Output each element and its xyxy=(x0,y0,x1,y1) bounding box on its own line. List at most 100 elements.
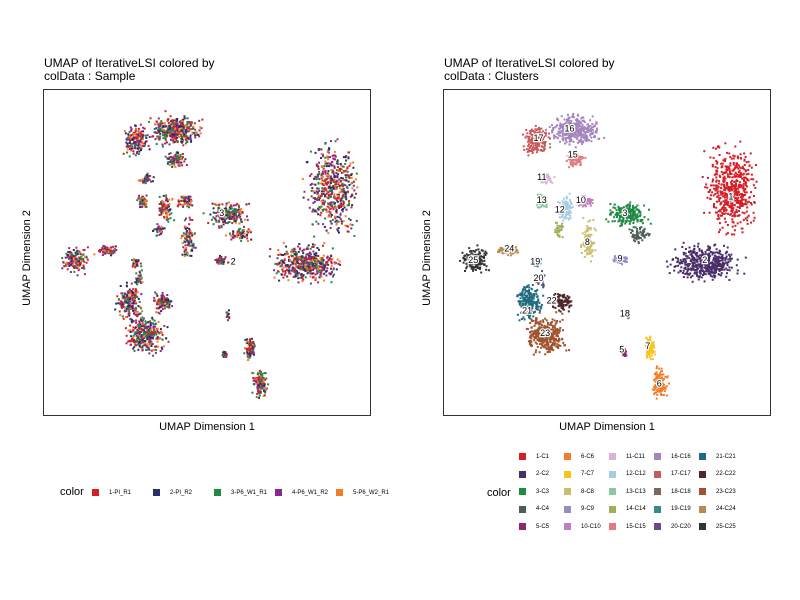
cell-point xyxy=(743,152,746,155)
cell-point xyxy=(260,370,262,373)
cell-point xyxy=(306,261,309,264)
cell-point xyxy=(152,327,155,330)
umap-plot-clusters: 16 17 15 1 11 10 13 12 3 8 24 25 19 9 2 20 22 21 23 18 7 5 6 xyxy=(443,89,771,416)
cell-point xyxy=(194,134,197,137)
cell-point xyxy=(146,326,148,329)
cell-point xyxy=(639,219,642,222)
cell-point xyxy=(132,347,135,350)
cell-point xyxy=(138,135,141,138)
cell-point xyxy=(177,200,180,203)
cell-point xyxy=(697,242,700,245)
cell-point xyxy=(722,206,725,209)
cell-point xyxy=(258,372,261,375)
cell-point xyxy=(139,273,142,276)
cell-point xyxy=(313,191,316,194)
cell-point xyxy=(693,250,696,253)
cell-point xyxy=(157,225,160,228)
cell-point xyxy=(336,200,339,203)
cell-point xyxy=(586,247,589,250)
cell-point xyxy=(726,197,729,200)
cell-point xyxy=(159,132,162,135)
cell-point xyxy=(186,235,188,238)
cell-point xyxy=(202,212,205,215)
cell-point xyxy=(321,179,324,182)
cell-point xyxy=(218,217,221,220)
cell-point xyxy=(338,204,341,207)
cell-point xyxy=(653,350,656,353)
cell-point xyxy=(659,390,661,392)
cell-point xyxy=(252,377,255,379)
cell-point xyxy=(708,252,711,255)
cell-point xyxy=(315,176,318,179)
cell-point xyxy=(611,211,614,214)
cell-point xyxy=(344,224,347,227)
cell-point xyxy=(346,170,349,173)
cell-point xyxy=(137,277,139,280)
cell-point xyxy=(219,216,222,219)
cell-point xyxy=(314,198,317,201)
cell-point xyxy=(322,254,325,257)
cell-point xyxy=(720,201,723,204)
cell-point xyxy=(717,214,720,216)
cell-point xyxy=(734,199,737,202)
cell-point xyxy=(746,206,749,209)
cell-point xyxy=(136,136,139,139)
cell-point xyxy=(706,186,709,189)
cell-point xyxy=(309,175,312,177)
cell-point xyxy=(719,197,722,199)
cell-point xyxy=(134,310,136,313)
cell-point xyxy=(309,253,312,256)
cell-point xyxy=(181,126,184,129)
cell-point xyxy=(703,266,706,269)
cell-point xyxy=(163,227,166,230)
cell-point xyxy=(102,244,105,247)
cell-point xyxy=(724,157,727,160)
cell-point xyxy=(638,210,640,213)
cell-point xyxy=(259,381,262,384)
cell-point xyxy=(727,253,730,256)
cell-point xyxy=(317,270,320,273)
cell-point xyxy=(310,195,313,198)
cell-point xyxy=(323,265,326,268)
cell-point xyxy=(73,270,76,273)
cell-point xyxy=(183,219,186,222)
cell-point xyxy=(335,199,338,202)
cell-point xyxy=(137,148,140,151)
cell-point xyxy=(745,173,748,176)
cell-point xyxy=(83,260,86,263)
cell-point xyxy=(317,213,320,216)
cell-point xyxy=(326,255,329,258)
cell-point xyxy=(593,227,596,230)
cell-point xyxy=(155,311,158,314)
cell-point xyxy=(725,182,728,185)
cell-point xyxy=(250,231,252,234)
cell-point xyxy=(134,147,137,150)
cell-point xyxy=(140,320,143,323)
cell-point xyxy=(148,330,151,333)
cell-point xyxy=(679,259,682,262)
cell-point xyxy=(233,208,236,211)
cell-point xyxy=(348,151,350,154)
cell-point xyxy=(136,291,139,294)
cell-point xyxy=(349,223,352,226)
cell-point xyxy=(740,200,743,203)
cell-point xyxy=(344,170,347,173)
cell-point xyxy=(350,176,353,179)
cell-point xyxy=(338,187,341,190)
cell-point xyxy=(302,196,305,199)
cell-point xyxy=(185,139,188,142)
cell-point xyxy=(639,211,642,214)
cell-point xyxy=(615,211,618,214)
cell-point xyxy=(182,234,185,237)
cell-point xyxy=(755,180,758,183)
cell-point xyxy=(141,133,144,136)
cell-point xyxy=(144,134,147,137)
cell-point xyxy=(118,299,120,302)
cell-point xyxy=(273,276,276,279)
cell-point xyxy=(214,212,217,214)
cell-point xyxy=(315,198,318,200)
cell-point xyxy=(645,337,648,340)
cell-point xyxy=(584,249,586,252)
cell-point xyxy=(197,133,200,136)
cell-point xyxy=(228,309,230,312)
